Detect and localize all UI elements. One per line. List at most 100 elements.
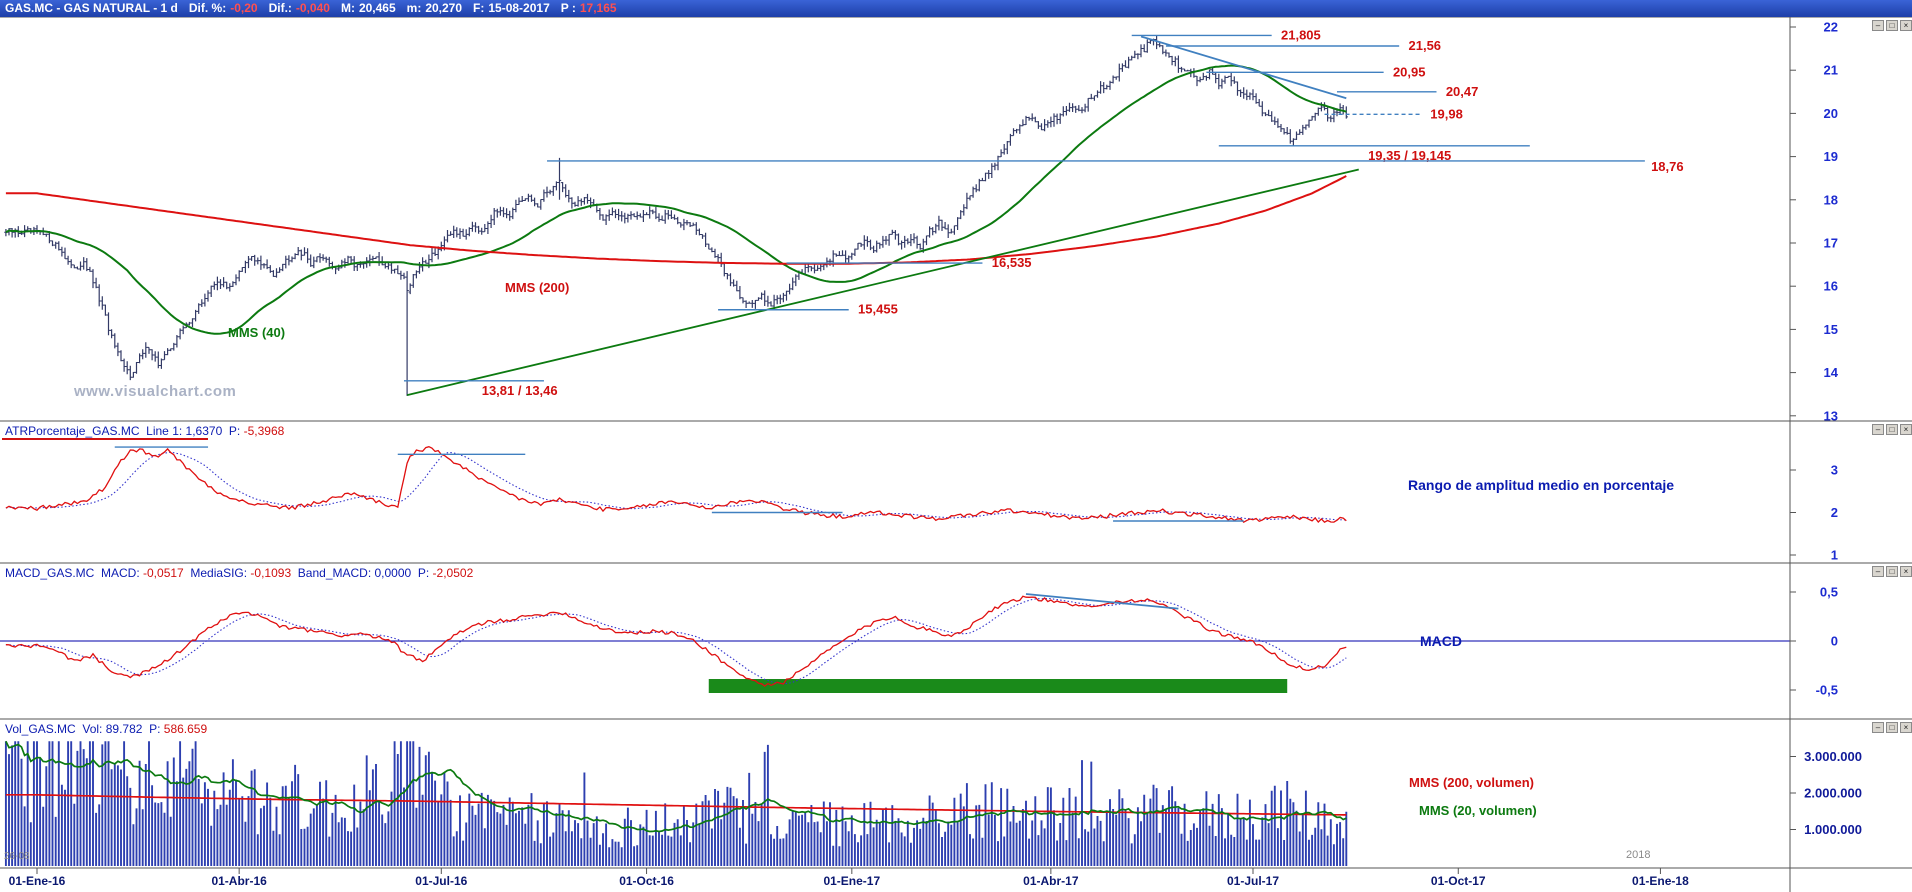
panel-title-segment: MediaSIG:: [183, 566, 251, 580]
y-axis-label: 2: [1831, 505, 1838, 520]
quote-field-label: m:: [406, 1, 422, 15]
price-panel-controls: – □ ×: [1872, 20, 1912, 31]
price-level-label: 15,455: [858, 302, 898, 317]
x-axis-label: 01-Abr-17: [1023, 874, 1079, 888]
panel-title-segment: -5,3968: [243, 424, 285, 438]
y-axis-label: 14: [1824, 365, 1839, 380]
panel-title-segment: -2,0502: [432, 566, 474, 580]
macd-band: [708, 679, 1288, 693]
panel-title-segment: -0,0517: [143, 566, 184, 580]
y-axis-label: 19: [1824, 149, 1838, 164]
x-axis-label: 01-Ene-16: [8, 874, 66, 888]
y-axis-label: 3: [1831, 463, 1838, 478]
quote-field-label: P :: [560, 1, 576, 15]
close-button[interactable]: ×: [1900, 20, 1912, 31]
watermark: www.visualchart.com: [74, 383, 237, 400]
price-level-label: 21,805: [1281, 27, 1321, 42]
y-axis-label: -0,5: [1816, 683, 1838, 698]
minimize-button[interactable]: –: [1872, 424, 1884, 435]
y-axis-label: 15: [1824, 322, 1838, 337]
x-axis: 01-Ene-16 01-Abr-16 01-Jul-16 01-Oct-16 01-E…: [0, 868, 1912, 892]
y-axis-label: 18: [1824, 192, 1838, 207]
maximize-button[interactable]: □: [1886, 722, 1898, 733]
macd-note: MACD: [1420, 633, 1462, 649]
price-level-label: 21,56: [1409, 38, 1442, 53]
volume-panel-controls: – □ ×: [1872, 722, 1912, 733]
close-button[interactable]: ×: [1900, 424, 1912, 435]
close-button[interactable]: ×: [1900, 566, 1912, 577]
price-level-label: 20,47: [1446, 84, 1479, 99]
panel-title-segment: Band_MACD:: [291, 566, 375, 580]
volume-mms200-line: [5, 793, 1347, 816]
price-level-label: 18,76: [1651, 159, 1684, 174]
panel-title-segment: Vol_GAS.MC: [5, 722, 83, 736]
volume-panel-title: Vol_GAS.MC Vol: 89.782 P: 586.659: [5, 722, 207, 736]
macd-panel-controls: – □ ×: [1872, 566, 1912, 577]
y-axis-label: 22: [1824, 20, 1838, 35]
mms40-line: [5, 64, 1347, 335]
quote-field-label: Dif. %:: [188, 1, 227, 15]
y-axis-label: 0: [1831, 634, 1838, 649]
quote-field-label: Dif.:: [268, 1, 292, 15]
atr-line: [5, 446, 1347, 524]
y-axis-label: 2.000.000: [1804, 786, 1862, 801]
volume-mms20-line: [5, 740, 1347, 833]
y-axis-label: 13: [1824, 408, 1838, 423]
quote-field-label: M:: [340, 1, 355, 15]
panel-title-segment: -0,1093: [250, 566, 292, 580]
close-button[interactable]: ×: [1900, 722, 1912, 733]
minimize-button[interactable]: –: [1872, 20, 1884, 31]
panel-title-segment: MACD_GAS.MC: [5, 566, 102, 580]
y-axis-label: 21: [1824, 63, 1838, 78]
mms200-line: [5, 175, 1347, 265]
quote-field-value: -0,20: [230, 1, 258, 15]
quote-field-value: 20,465: [358, 1, 396, 15]
price-level-label: 13,81 / 13,46: [482, 383, 558, 398]
year-label: 2018: [1626, 849, 1651, 861]
minimize-button[interactable]: –: [1872, 566, 1884, 577]
macd-trendline: [1025, 593, 1179, 610]
panel-title-segment: ATRPorcentaje_GAS.MC: [5, 424, 147, 438]
mms200-label: MMS (200): [505, 280, 570, 295]
panel-title-segment: Line 1:: [146, 424, 186, 438]
y-axis-label: 17: [1824, 236, 1838, 251]
panel-title-segment: 89.782: [105, 722, 143, 736]
quote-field-label: F:: [473, 1, 485, 15]
volume-bars: [4, 741, 1348, 866]
mms40-label: MMS (40): [228, 325, 286, 340]
y-axis-label: 1: [1831, 548, 1838, 563]
panel-title-segment: 586.659: [163, 722, 208, 736]
price-level-label: 19,35 / 19,145: [1368, 148, 1451, 163]
atr-panel-title: ATRPorcentaje_GAS.MC Line 1: 1,6370 P: -…: [5, 424, 284, 438]
quote-field-value: 15-08-2017: [488, 1, 550, 15]
y-axis-label: 16: [1824, 279, 1838, 294]
panel-title-segment: P:: [222, 424, 244, 438]
y-axis-label: 0,5: [1820, 585, 1838, 600]
panel-title-segment: 0,0000: [374, 566, 412, 580]
panel-title-segment: Vol:: [82, 722, 106, 736]
x-axis-label: 01-Ene-18: [1632, 874, 1689, 888]
maximize-button[interactable]: □: [1886, 566, 1898, 577]
x-axis-label: 01-Jul-17: [1226, 874, 1280, 888]
quote-field-value: 17,165: [579, 1, 617, 15]
y-axis-area: [1791, 17, 1912, 892]
panel-title-segment: P:: [411, 566, 433, 580]
maximize-button[interactable]: □: [1886, 424, 1898, 435]
chart-title-bar: GAS.MC - GAS NATURAL - 1 d Dif. %: -0,20 Di…: [0, 0, 1912, 17]
price-level-label: 20,95: [1393, 64, 1426, 79]
price-open-ticks: [4, 39, 1347, 378]
panel-title-segment: P:: [142, 722, 164, 736]
maximize-button[interactable]: □: [1886, 20, 1898, 31]
minimize-button[interactable]: –: [1872, 722, 1884, 733]
price-trendline: [1140, 35, 1347, 100]
quote-field-value: -0,040: [295, 1, 330, 15]
x-axis-label: 01-Jul-16: [415, 874, 468, 888]
price-trendline: [406, 168, 1359, 396]
price-level-label: 16,535: [992, 255, 1032, 270]
quote-fields: Dif. %: -0,20 Dif.: -0,040 M: 20,465 m: 20,270 F…: [178, 1, 617, 15]
y-axis-label: 20: [1824, 106, 1838, 121]
scroll-date-note: 26-08: [4, 851, 30, 862]
price-level-label: 19,98: [1430, 106, 1463, 121]
